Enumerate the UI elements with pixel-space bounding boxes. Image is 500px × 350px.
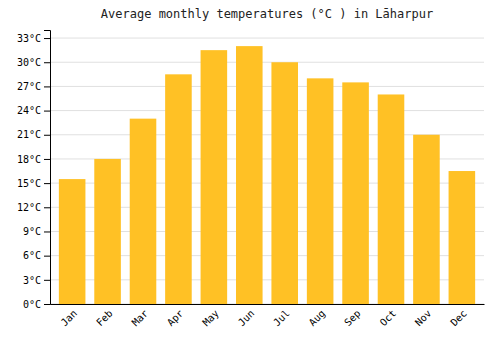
y-tick: 6°C: [23, 250, 50, 261]
grid: [50, 38, 484, 304]
x-tick-label: Mar: [130, 308, 151, 329]
x-tick-label: Oct: [378, 308, 399, 329]
y-tick-mark: [44, 135, 50, 136]
x-tick-label: Aug: [307, 308, 328, 329]
grid-line: [50, 110, 484, 111]
y-tick: 9°C: [23, 226, 50, 237]
y-tick-mark: [44, 62, 50, 63]
y-tick-mark: [44, 207, 50, 208]
y-tick-label: 9°C: [23, 226, 41, 237]
grid-line: [50, 86, 484, 87]
x-tick-label: Sep: [342, 308, 363, 329]
x-tick: Nov: [413, 308, 434, 329]
bar: [130, 119, 157, 304]
y-tick-label: 30°C: [17, 57, 41, 68]
y-tick-mark: [44, 159, 50, 160]
y-tick-label: 0°C: [23, 299, 41, 310]
x-tick: Oct: [378, 308, 399, 329]
y-tick: 0°C: [23, 299, 50, 310]
grid-line: [50, 38, 484, 39]
y-tick-label: 27°C: [17, 81, 41, 92]
bar: [342, 82, 369, 304]
x-tick-label: May: [200, 308, 221, 329]
y-tick: 21°C: [17, 129, 50, 140]
y-tick-label: 12°C: [17, 202, 41, 213]
y-tick-label: 21°C: [17, 129, 41, 140]
x-tick: May: [200, 308, 221, 329]
x-axis-line: [51, 304, 485, 305]
y-tick: 3°C: [23, 275, 50, 286]
x-tick-label: Apr: [165, 308, 186, 329]
x-tick: Feb: [94, 308, 115, 329]
bar: [165, 74, 192, 304]
y-tick: 24°C: [17, 105, 50, 116]
bar: [94, 159, 121, 304]
y-tick-label: 15°C: [17, 178, 41, 189]
bar: [307, 78, 334, 304]
x-tick: Mar: [130, 308, 151, 329]
y-tick-mark: [44, 183, 50, 184]
y-tick: 33°C: [17, 33, 50, 44]
x-tick: Jul: [271, 308, 292, 329]
bars: [59, 46, 475, 304]
y-tick-mark: [44, 231, 50, 232]
y-tick: 18°C: [17, 154, 50, 165]
x-tick-label: Jul: [271, 308, 292, 329]
y-tick-mark: [44, 86, 50, 87]
x-tick: Jan: [59, 308, 80, 329]
x-axis: Jan Feb Mar Apr May Jun Jul Aug Sep Oct Nov Dec: [51, 305, 485, 329]
y-tick-mark: [44, 304, 50, 305]
x-tick: Aug: [307, 308, 328, 329]
plot: Jan Feb Mar Apr May Jun Jul Aug Sep Oct Nov Dec 0°C 3…: [17, 31, 485, 329]
x-tick-label: Dec: [448, 308, 469, 329]
y-tick: 30°C: [17, 57, 50, 68]
title: Average monthly temperatures (°C ) in Lā…: [101, 7, 433, 21]
bar: [271, 62, 298, 304]
grid-line: [50, 62, 484, 63]
bar: [201, 50, 228, 304]
bar: [449, 171, 476, 304]
y-tick-mark: [44, 280, 50, 281]
y-tick-label: 33°C: [17, 33, 41, 44]
bar: [413, 135, 440, 304]
y-tick: 27°C: [17, 81, 50, 92]
y-axis: 0°C 3°C 6°C 9°C 12°C 15°C 18°C 21°C 24°C 27°C 30°C…: [17, 31, 51, 310]
bar: [378, 94, 405, 304]
chart: Jan Feb Mar Apr May Jun Jul Aug Sep Oct Nov Dec 0°C 3…: [0, 0, 500, 350]
bar: [59, 179, 86, 304]
x-tick-label: Jan: [59, 308, 80, 329]
x-tick: Dec: [448, 308, 469, 329]
y-tick-label: 3°C: [23, 275, 41, 286]
y-axis-line: [44, 31, 51, 305]
x-tick-label: Feb: [94, 308, 115, 329]
x-tick: Jun: [236, 308, 257, 329]
x-tick-label: Nov: [413, 308, 434, 329]
x-tick: Sep: [342, 308, 363, 329]
y-tick-label: 18°C: [17, 154, 41, 165]
y-tick: 15°C: [17, 178, 50, 189]
y-tick: 12°C: [17, 202, 50, 213]
bar: [236, 46, 263, 304]
y-tick-mark: [44, 38, 50, 39]
y-tick-label: 24°C: [17, 105, 41, 116]
x-tick-label: Jun: [236, 308, 257, 329]
x-tick: Apr: [165, 308, 186, 329]
y-tick-mark: [44, 111, 50, 112]
y-tick-label: 6°C: [23, 250, 41, 261]
y-tick-mark: [44, 256, 50, 257]
